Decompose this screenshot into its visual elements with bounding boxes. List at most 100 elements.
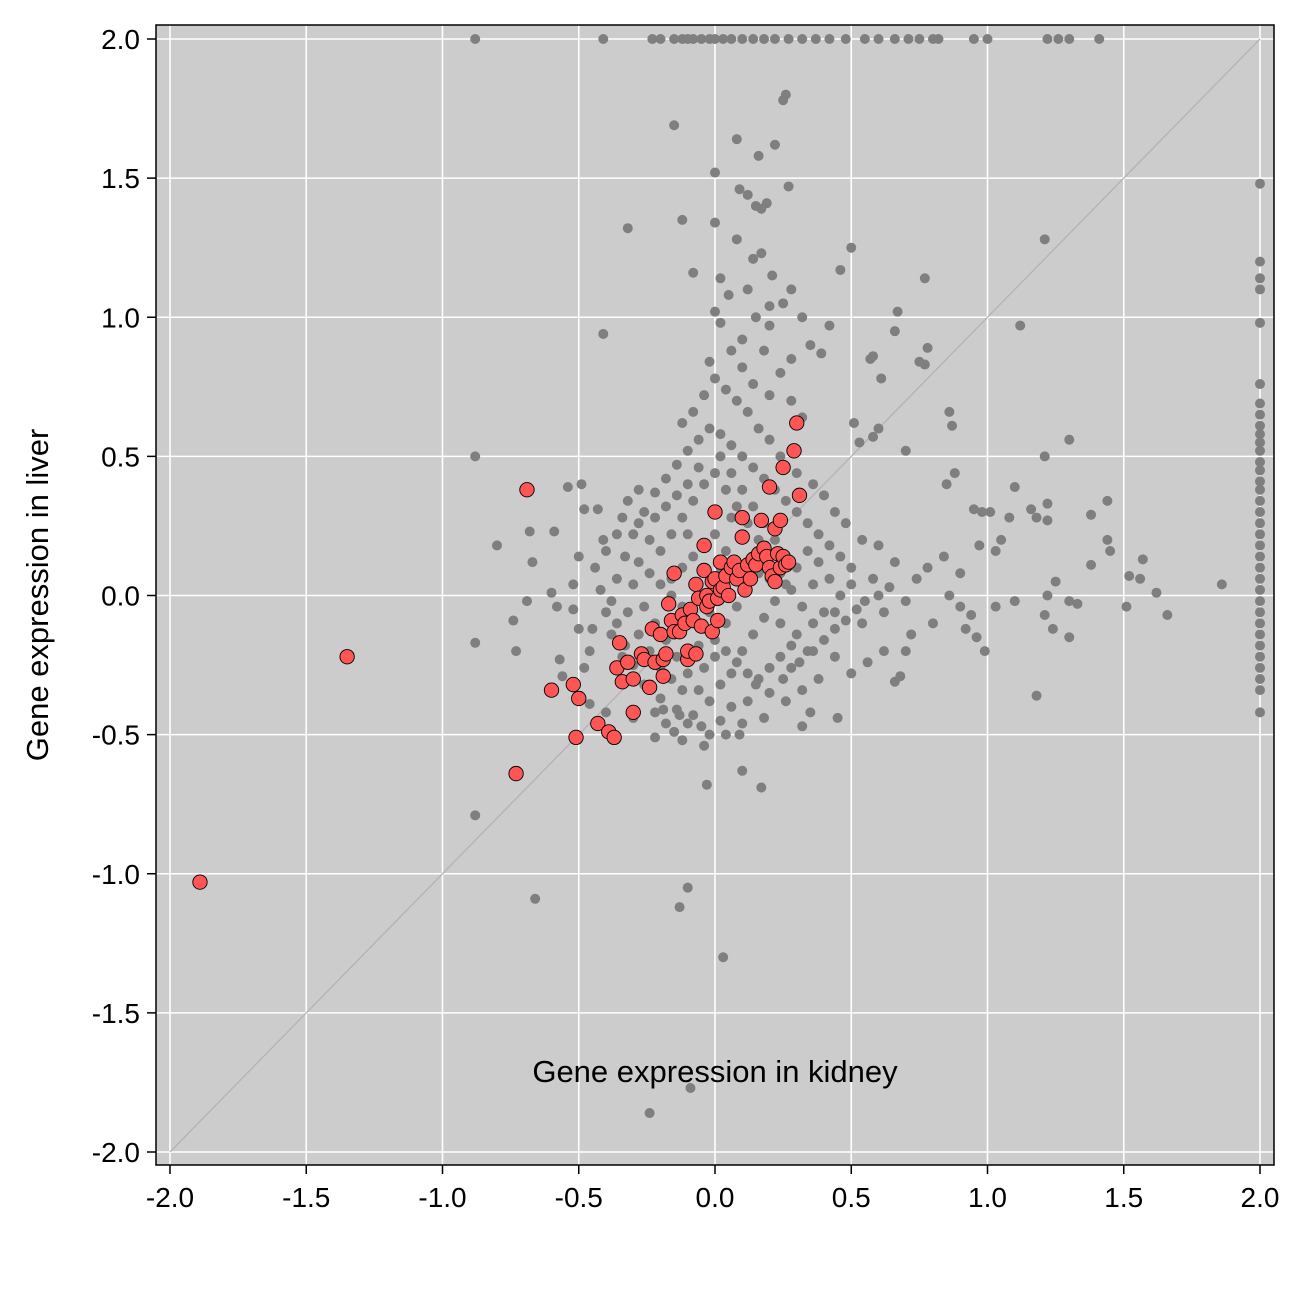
highlight-point — [543, 682, 560, 698]
background-point — [1255, 651, 1265, 662]
background-point — [1094, 34, 1105, 44]
background-point — [546, 587, 557, 598]
background-point — [655, 693, 666, 704]
highlight-point — [688, 576, 704, 593]
background-point — [985, 507, 996, 518]
background-point — [660, 473, 671, 484]
background-point — [1039, 234, 1050, 245]
background-point — [1009, 596, 1020, 607]
x-tick-label: 1.5 — [1104, 1182, 1143, 1213]
background-point — [606, 629, 617, 640]
background-point — [669, 120, 680, 131]
y-tick-label: 0.5 — [101, 441, 140, 472]
background-point — [859, 34, 870, 44]
background-point — [824, 573, 835, 584]
background-point — [671, 704, 682, 715]
background-point — [699, 740, 710, 751]
background-point — [919, 359, 930, 370]
highlight-point — [339, 649, 355, 665]
background-point — [938, 551, 949, 562]
background-point — [704, 729, 715, 740]
background-point — [710, 651, 720, 662]
background-point — [671, 459, 682, 470]
background-point — [805, 340, 816, 351]
highlight-point — [786, 443, 802, 459]
background-point — [1255, 445, 1265, 456]
background-point — [720, 545, 731, 556]
background-point — [1039, 609, 1050, 620]
background-point — [775, 618, 786, 629]
background-point — [1064, 34, 1075, 44]
background-point — [819, 635, 829, 646]
highlight-point — [696, 537, 712, 554]
background-point — [1047, 623, 1058, 634]
background-point — [530, 893, 541, 904]
background-point — [598, 328, 609, 339]
background-point — [1255, 456, 1265, 467]
background-point — [966, 609, 977, 620]
background-point — [1105, 545, 1116, 556]
background-point — [1086, 509, 1097, 520]
background-point — [720, 646, 731, 657]
background-point — [633, 629, 644, 640]
background-point — [731, 395, 742, 406]
background-point — [748, 501, 759, 512]
background-point — [650, 512, 661, 523]
background-point — [742, 406, 753, 417]
y-tick-label: 0.0 — [101, 581, 140, 612]
highlight-point — [780, 554, 797, 570]
background-point — [524, 526, 535, 537]
background-point — [884, 582, 895, 593]
background-point — [769, 34, 780, 44]
highlight-point — [767, 573, 783, 590]
background-point — [764, 390, 775, 401]
background-point — [1053, 34, 1064, 44]
background-point — [1151, 587, 1162, 598]
background-point — [470, 34, 481, 44]
highlight-point — [720, 587, 737, 604]
background-point — [813, 529, 824, 540]
background-point — [895, 671, 906, 682]
background-point — [797, 34, 808, 44]
background-point — [944, 406, 955, 417]
background-point — [633, 557, 644, 568]
background-point — [854, 437, 865, 448]
background-point — [562, 481, 573, 492]
background-point — [704, 696, 715, 707]
background-point — [1255, 529, 1265, 540]
background-point — [911, 573, 922, 584]
background-point — [764, 434, 775, 445]
background-point — [660, 501, 671, 512]
highlight-point — [734, 529, 750, 545]
highlight-point — [661, 596, 677, 612]
background-point — [949, 468, 960, 479]
background-point — [718, 952, 729, 963]
highlight-point — [568, 729, 584, 746]
background-point — [783, 181, 794, 192]
background-point — [573, 551, 584, 562]
background-point — [622, 607, 633, 618]
background-point — [704, 356, 715, 367]
background-point — [1255, 629, 1265, 640]
background-point — [511, 646, 522, 657]
background-point — [720, 484, 731, 495]
background-point — [1255, 476, 1265, 487]
background-point — [633, 484, 644, 495]
background-point — [1255, 429, 1265, 440]
background-point — [650, 732, 661, 743]
background-point — [655, 545, 666, 556]
background-point — [1064, 434, 1075, 445]
highlight-point — [611, 635, 628, 651]
y-axis-ticks: -2.0 -1.5 -1.0 -0.5 0.0 0.5 1.0 1.5 2.0 — [92, 24, 156, 1168]
background-point — [720, 384, 731, 395]
background-point — [742, 696, 753, 707]
background-point — [704, 423, 715, 434]
background-point — [590, 562, 601, 573]
background-point — [982, 34, 993, 44]
highlight-point — [625, 704, 641, 721]
background-point — [715, 273, 726, 284]
background-point — [1124, 571, 1135, 582]
background-point — [1255, 607, 1265, 618]
background-point — [859, 596, 870, 607]
background-point — [710, 373, 720, 384]
